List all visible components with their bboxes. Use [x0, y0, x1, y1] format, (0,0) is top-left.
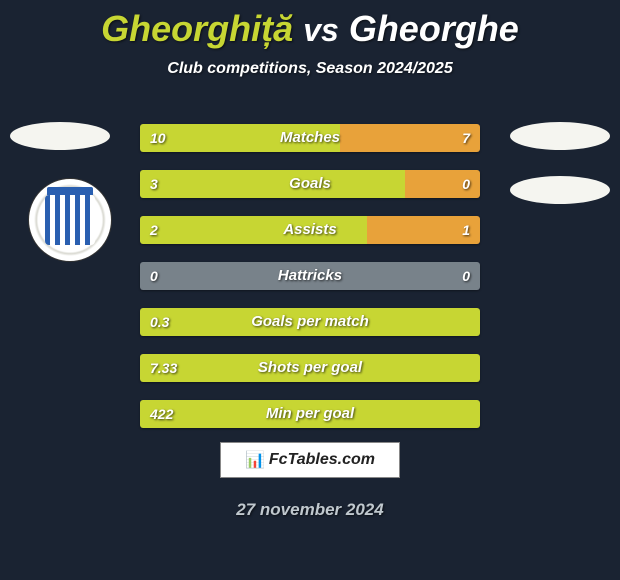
player2-name: Gheorghe — [349, 8, 519, 49]
team-logo-right-placeholder-2 — [510, 176, 610, 204]
stat-value-right: 0 — [462, 170, 470, 198]
vs-label: vs — [303, 12, 339, 48]
stat-label: Min per goal — [140, 400, 480, 428]
footer-date: 27 november 2024 — [0, 500, 620, 520]
stat-label: Hattricks — [140, 262, 480, 290]
stat-value-right: 0 — [462, 262, 470, 290]
badge-stripes-icon — [45, 195, 95, 245]
player1-name: Gheorghiță — [101, 8, 293, 49]
team-logo-right-placeholder-1 — [510, 122, 610, 150]
stat-bar-row: Min per goal422 — [140, 400, 480, 428]
stat-bar-row: Hattricks0 0 — [140, 262, 480, 290]
watermark-text: FcTables.com — [269, 451, 375, 469]
comparison-title: Gheorghiță vs Gheorghe — [0, 0, 620, 50]
subtitle: Club competitions, Season 2024/2025 — [0, 60, 620, 78]
stat-label: Assists — [140, 216, 480, 244]
team-logo-left-placeholder — [10, 122, 110, 150]
stat-value-left: 0 — [150, 262, 158, 290]
watermark: 📊 FcTables.com — [220, 442, 400, 478]
stat-bar-row: Goals3 0 — [140, 170, 480, 198]
stat-label: Goals — [140, 170, 480, 198]
stat-bar-row: Assists2 1 — [140, 216, 480, 244]
stat-bar-row: Shots per goal7.33 — [140, 354, 480, 382]
stat-value-left: 422 — [150, 400, 173, 428]
stat-label: Goals per match — [140, 308, 480, 336]
stat-label: Matches — [140, 124, 480, 152]
stat-bar-row: Goals per match0.3 — [140, 308, 480, 336]
stat-value-left: 0.3 — [150, 308, 169, 336]
stat-value-right: 1 — [462, 216, 470, 244]
stat-label: Shots per goal — [140, 354, 480, 382]
stat-value-left: 7.33 — [150, 354, 177, 382]
stat-value-right: 7 — [462, 124, 470, 152]
team-badge-left — [28, 178, 112, 262]
stat-value-left: 10 — [150, 124, 166, 152]
stat-bar-row: Matches10 7 — [140, 124, 480, 152]
stat-value-left: 3 — [150, 170, 158, 198]
chart-icon: 📊 — [245, 450, 265, 470]
stat-bars-container: Matches107Goals30Assists21Hattricks00Goa… — [140, 124, 480, 446]
stat-value-left: 2 — [150, 216, 158, 244]
